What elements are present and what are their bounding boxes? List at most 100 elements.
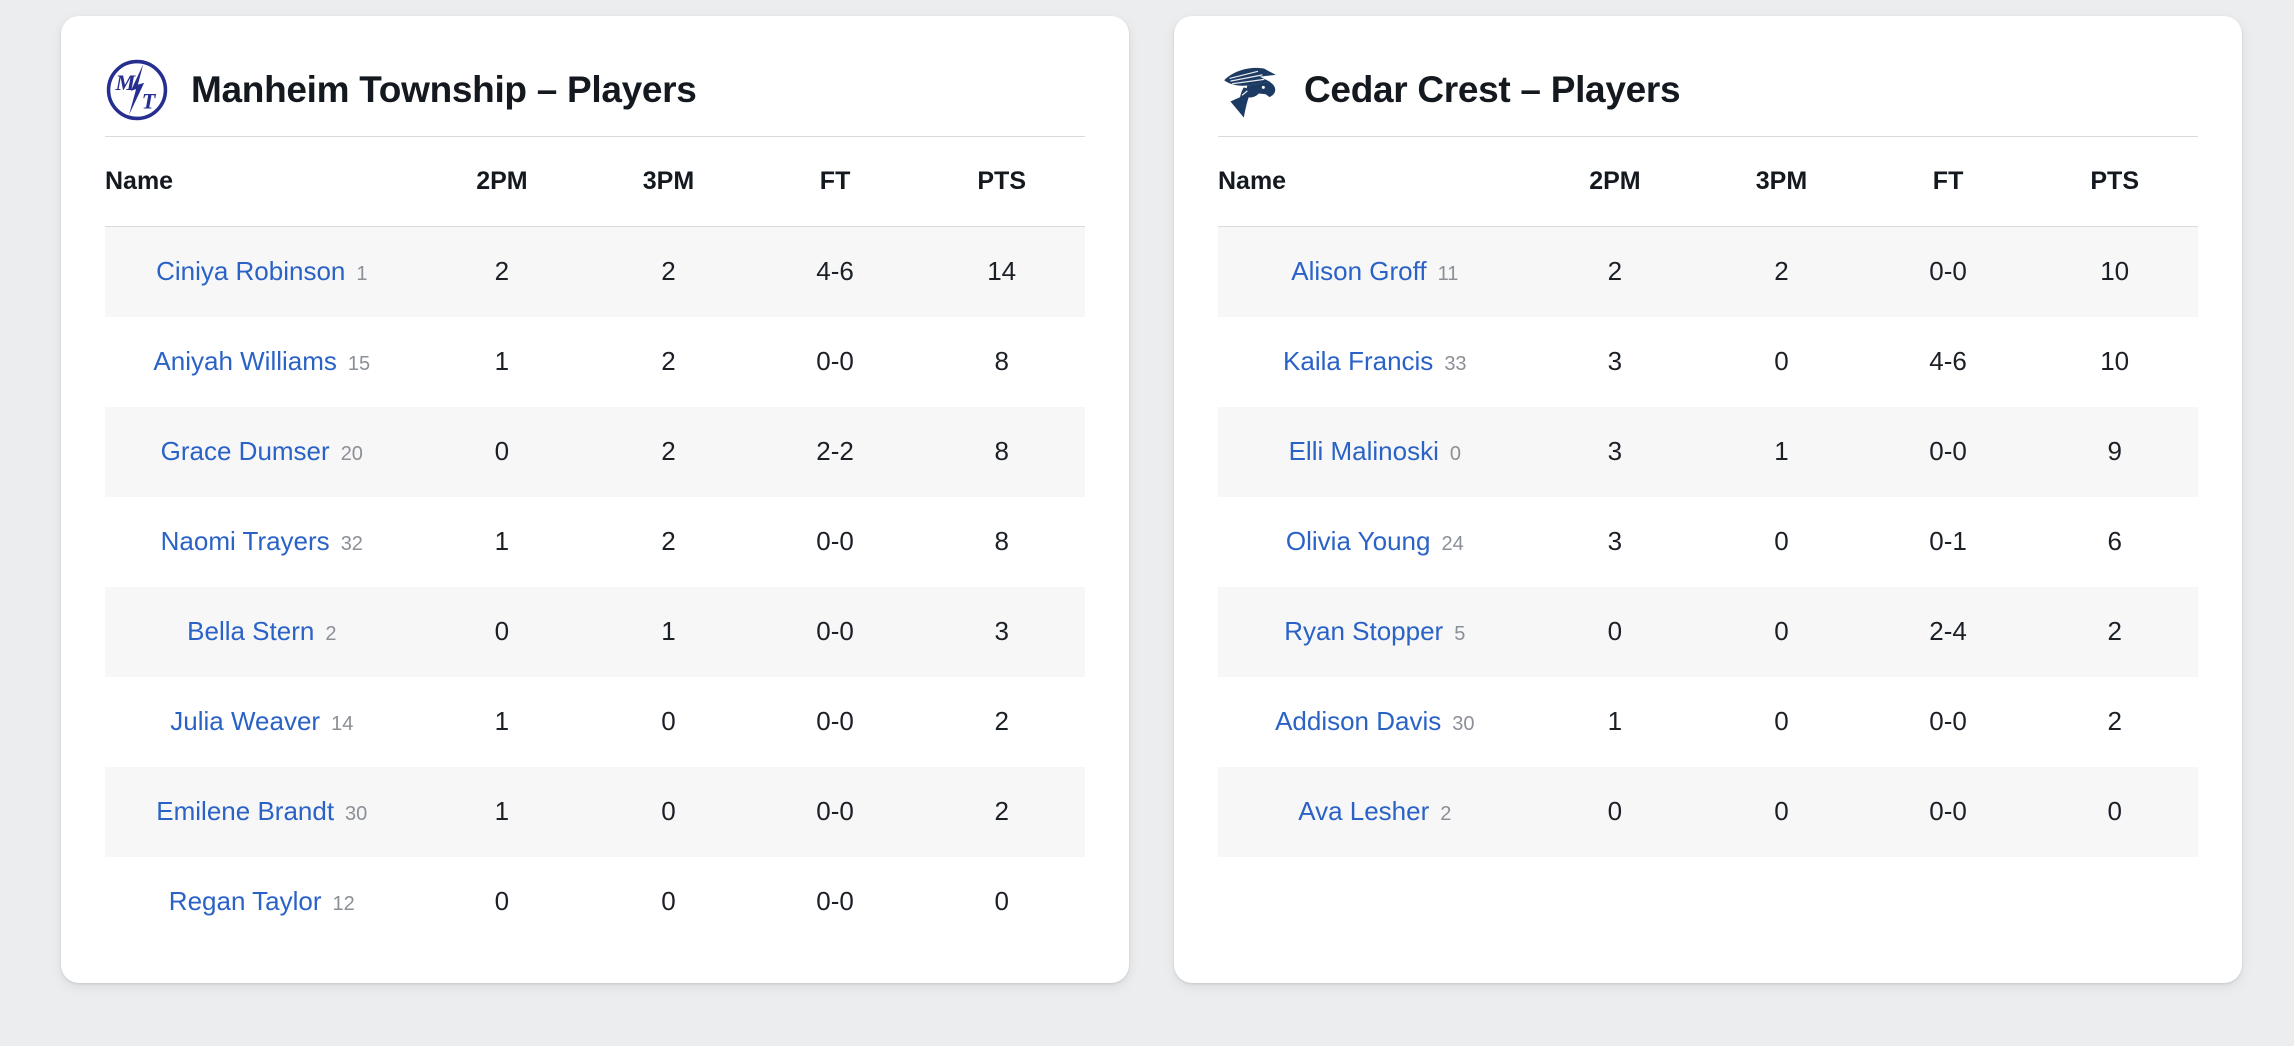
player-name-link[interactable]: Olivia Young: [1285, 526, 1431, 556]
stat-3pm: 2: [661, 256, 676, 287]
stat-ft: 4-6: [1929, 346, 1967, 376]
player-row: Emilene Brandt 30 1 0 0-0 2: [105, 766, 1085, 857]
stat-ft: 2-4: [1929, 616, 1967, 646]
stat-2pm: 3: [1607, 346, 1623, 376]
jersey-number: 30: [1452, 713, 1475, 735]
column-header-3pm: 3PM: [1698, 136, 1865, 227]
stat-3pm: 1: [661, 616, 676, 646]
player-row: Julia Weaver 14 1 0 0-0 2: [105, 677, 1085, 767]
player-name-link[interactable]: Aniyah Williams: [153, 346, 337, 376]
team-card-cedar-crest: Cedar Crest – Players Name 2PM 3PM FT PT…: [1174, 16, 2242, 983]
stat-3pm: 0: [1774, 616, 1789, 646]
player-name-link[interactable]: Ava Lesher: [1298, 796, 1430, 826]
player-row: Ava Lesher 2 0 0 0-0 0: [1218, 766, 2198, 857]
player-name-link[interactable]: Kaila Francis: [1283, 346, 1434, 376]
player-name-cell: Ava Lesher 2: [1218, 767, 1532, 857]
jersey-number: 12: [332, 893, 355, 915]
player-name-cell: Addison Davis 30: [1218, 677, 1532, 767]
jersey-number: 33: [1444, 353, 1467, 375]
player-name-cell: Aniyah Williams 15: [105, 317, 419, 407]
stat-pts: 8: [994, 346, 1009, 376]
stat-pts: 2: [2107, 706, 2122, 736]
stat-pts: 2: [994, 706, 1009, 736]
column-header-ft: FT: [751, 136, 919, 227]
player-row: Ciniya Robinson 1 2 2 4-6 14: [105, 226, 1085, 317]
player-name-cell: Ciniya Robinson 1: [105, 227, 419, 317]
stat-pts: 6: [2107, 526, 2122, 556]
player-name-link[interactable]: Grace Dumser: [160, 436, 330, 466]
stat-ft: 4-6: [816, 256, 854, 287]
player-row: Bella Stern 2 0 1 0-0 3: [105, 586, 1085, 677]
jersey-number: 15: [347, 353, 371, 375]
stat-2pm: 2: [494, 256, 510, 287]
player-row: Addison Davis 30 1 0 0-0 2: [1218, 677, 2198, 767]
team-cards-container: M T Manheim Township – Players Name 2PM …: [61, 16, 2242, 983]
player-name-cell: Regan Taylor 12: [105, 857, 419, 947]
players-table: Name 2PM 3PM FT PTS Alison Groff 11 2 2 0-0 1…: [1218, 136, 2198, 857]
jersey-number: 5: [1454, 623, 1466, 645]
stat-2pm: 1: [494, 526, 510, 556]
column-header-2pm: 2PM: [1531, 136, 1699, 227]
stat-pts: 8: [994, 436, 1009, 466]
player-row: Grace Dumser 20 0 2 2-2 8: [105, 406, 1085, 497]
stat-pts: 2: [994, 796, 1009, 826]
stat-pts: 10: [2100, 346, 2130, 376]
stat-3pm: 1: [1774, 436, 1789, 466]
player-name-link[interactable]: Ryan Stopper: [1284, 616, 1444, 646]
stat-2pm: 3: [1607, 526, 1623, 556]
stat-pts: 9: [2107, 436, 2122, 466]
player-name-link[interactable]: Ciniya Robinson: [156, 256, 346, 287]
stat-ft: 0-0: [816, 346, 854, 376]
jersey-number: 32: [340, 533, 363, 555]
player-name-cell: Kaila Francis 33: [1218, 317, 1532, 407]
stat-2pm: 0: [1607, 616, 1623, 646]
card-title: Manheim Township – Players: [191, 69, 697, 110]
player-name-link[interactable]: Regan Taylor: [168, 886, 322, 916]
jersey-number: 20: [340, 443, 363, 465]
stat-2pm: 0: [1607, 796, 1623, 826]
player-row: Naomi Trayers 32 1 2 0-0 8: [105, 497, 1085, 587]
jersey-number: 14: [331, 713, 354, 735]
mt-lightning-circle-logo-icon: M T: [105, 58, 169, 122]
jersey-number: 24: [1441, 533, 1464, 555]
stat-3pm: 0: [661, 886, 676, 916]
players-tbody: Ciniya Robinson 1 2 2 4-6 14 Aniyah Williams 15…: [105, 226, 1085, 947]
player-row: Olivia Young 24 3 0 0-1 6: [1218, 497, 2198, 587]
stat-2pm: 1: [494, 346, 510, 376]
stat-ft: 0-0: [1929, 796, 1967, 826]
column-header-pts: PTS: [2031, 136, 2198, 227]
stat-pts: 2: [2107, 616, 2122, 646]
jersey-number: 30: [345, 803, 368, 825]
player-name-cell: Ryan Stopper 5: [1218, 587, 1532, 677]
card-header: M T Manheim Township – Players: [105, 50, 1085, 136]
column-header-2pm: 2PM: [418, 136, 586, 227]
player-name-link[interactable]: Emilene Brandt: [156, 796, 335, 826]
stat-3pm: 0: [661, 706, 676, 736]
player-name-link[interactable]: Elli Malinoski: [1288, 436, 1439, 466]
stat-2pm: 1: [494, 796, 510, 826]
player-name-cell: Grace Dumser 20: [105, 407, 419, 497]
player-row: Regan Taylor 12 0 0 0-0 0: [105, 857, 1085, 947]
player-name-link[interactable]: Addison Davis: [1275, 706, 1442, 736]
stat-ft: 0-1: [1929, 526, 1967, 556]
player-name-cell: Bella Stern 2: [105, 587, 419, 677]
player-name-link[interactable]: Julia Weaver: [170, 706, 321, 736]
column-header-name: Name: [1218, 136, 1532, 227]
player-name-cell: Julia Weaver 14: [105, 677, 419, 767]
stat-pts: 0: [2107, 796, 2122, 826]
player-name-cell: Elli Malinoski 0: [1218, 407, 1532, 497]
card-title: Cedar Crest – Players: [1304, 69, 1681, 110]
player-row: Ryan Stopper 5 0 0 2-4 2: [1218, 586, 2198, 677]
header-row: Name 2PM 3PM FT PTS: [105, 136, 1085, 227]
stat-3pm: 2: [661, 526, 676, 556]
stat-3pm: 0: [1774, 706, 1789, 736]
stat-pts: 10: [2100, 256, 2130, 287]
svg-text:M: M: [115, 70, 137, 95]
player-name-link[interactable]: Bella Stern: [187, 616, 315, 646]
column-header-3pm: 3PM: [585, 136, 752, 227]
player-name-link[interactable]: Naomi Trayers: [160, 526, 330, 556]
stat-ft: 0-0: [816, 706, 854, 736]
player-name-link[interactable]: Alison Groff: [1291, 256, 1427, 287]
player-row: Elli Malinoski 0 3 1 0-0 9: [1218, 406, 2198, 497]
stat-3pm: 0: [1774, 526, 1789, 556]
